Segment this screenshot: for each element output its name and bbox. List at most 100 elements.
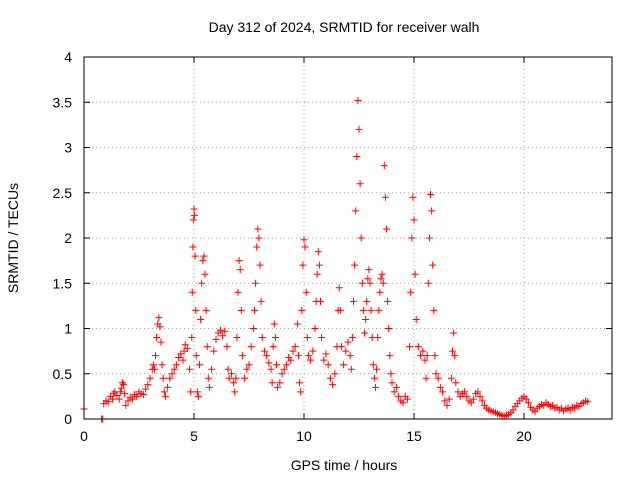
data-point bbox=[376, 288, 384, 296]
data-point bbox=[300, 236, 308, 244]
data-point bbox=[256, 261, 264, 269]
data-point bbox=[200, 252, 208, 260]
data-point bbox=[531, 408, 539, 416]
data-point bbox=[347, 365, 355, 373]
data-point bbox=[358, 279, 366, 287]
data-point bbox=[409, 193, 417, 201]
data-point bbox=[282, 361, 290, 369]
data-point bbox=[314, 248, 322, 256]
data-point bbox=[375, 306, 383, 314]
data-point bbox=[350, 297, 357, 305]
data-point bbox=[454, 388, 462, 396]
data-point bbox=[237, 306, 245, 314]
data-point bbox=[119, 379, 126, 387]
data-point bbox=[197, 315, 205, 323]
data-point bbox=[419, 347, 427, 355]
data-point bbox=[232, 374, 240, 382]
data-point bbox=[273, 361, 280, 369]
data-point bbox=[365, 266, 373, 274]
data-point bbox=[436, 383, 444, 391]
data-point bbox=[298, 306, 306, 314]
data-point bbox=[249, 325, 257, 332]
data-point bbox=[384, 297, 392, 305]
data-point bbox=[451, 352, 459, 360]
data-point bbox=[238, 352, 246, 360]
data-point bbox=[267, 365, 275, 373]
data-point bbox=[403, 395, 411, 403]
data-point bbox=[263, 352, 271, 360]
data-point bbox=[227, 370, 235, 378]
data-point bbox=[395, 392, 403, 400]
data-point bbox=[388, 379, 396, 387]
data-point bbox=[150, 365, 158, 373]
data-point bbox=[199, 257, 207, 265]
data-point bbox=[201, 270, 209, 278]
data-point bbox=[120, 381, 128, 389]
data-point bbox=[117, 384, 125, 392]
data-point bbox=[362, 315, 370, 323]
data-point bbox=[303, 334, 311, 342]
data-point bbox=[478, 397, 486, 405]
data-point bbox=[142, 385, 150, 393]
x-axis-title: GPS time / hours bbox=[291, 457, 398, 473]
data-point bbox=[146, 374, 154, 382]
data-point bbox=[408, 234, 416, 242]
y-tick-labels: 0 0.5 1 1.5 2 2.5 3 3.5 4 bbox=[53, 49, 73, 427]
data-point bbox=[467, 399, 475, 407]
data-point bbox=[348, 334, 356, 342]
data-point bbox=[452, 379, 460, 387]
data-point bbox=[463, 392, 471, 400]
data-point bbox=[113, 391, 121, 399]
data-point bbox=[188, 288, 196, 296]
data-point bbox=[340, 361, 348, 369]
data-point bbox=[295, 352, 302, 360]
data-point bbox=[344, 338, 352, 346]
x-tick-label: 5 bbox=[190, 428, 198, 444]
data-point bbox=[156, 323, 164, 331]
data-point bbox=[241, 374, 249, 382]
data-point bbox=[390, 388, 398, 396]
data-point bbox=[329, 381, 337, 389]
data-point bbox=[115, 395, 123, 403]
data-point bbox=[189, 216, 197, 224]
data-point bbox=[109, 395, 117, 403]
data-point bbox=[219, 332, 227, 340]
data-point bbox=[301, 243, 309, 251]
data-point bbox=[522, 395, 530, 403]
data-point bbox=[158, 361, 166, 369]
data-point bbox=[159, 374, 167, 382]
y-tick-label: 1.5 bbox=[53, 275, 73, 291]
data-point bbox=[252, 279, 260, 287]
data-point bbox=[276, 379, 284, 387]
y-axis-title: SRMTID / TECUs bbox=[5, 183, 21, 293]
data-point bbox=[247, 343, 255, 351]
y-tick-label: 2 bbox=[64, 230, 72, 246]
data-point bbox=[271, 334, 279, 342]
data-point bbox=[357, 234, 365, 242]
data-point bbox=[381, 193, 389, 201]
data-point bbox=[383, 225, 390, 233]
data-point bbox=[356, 180, 364, 188]
data-point bbox=[122, 401, 130, 409]
data-point bbox=[474, 388, 482, 396]
data-points bbox=[80, 96, 592, 423]
data-point bbox=[450, 329, 458, 337]
data-point bbox=[164, 383, 172, 391]
data-point bbox=[110, 390, 118, 398]
data-point bbox=[236, 266, 244, 274]
data-point bbox=[189, 243, 197, 251]
data-point bbox=[351, 261, 359, 269]
data-point bbox=[307, 356, 315, 364]
data-point bbox=[299, 261, 307, 269]
data-point bbox=[443, 401, 451, 409]
data-point bbox=[352, 207, 360, 215]
data-point bbox=[212, 335, 220, 343]
data-point bbox=[422, 374, 430, 382]
data-point bbox=[431, 352, 439, 360]
data-point bbox=[234, 288, 242, 296]
data-point bbox=[202, 306, 210, 314]
data-point bbox=[412, 315, 420, 323]
data-point bbox=[291, 343, 299, 351]
data-point bbox=[124, 397, 132, 405]
data-point bbox=[428, 207, 436, 215]
